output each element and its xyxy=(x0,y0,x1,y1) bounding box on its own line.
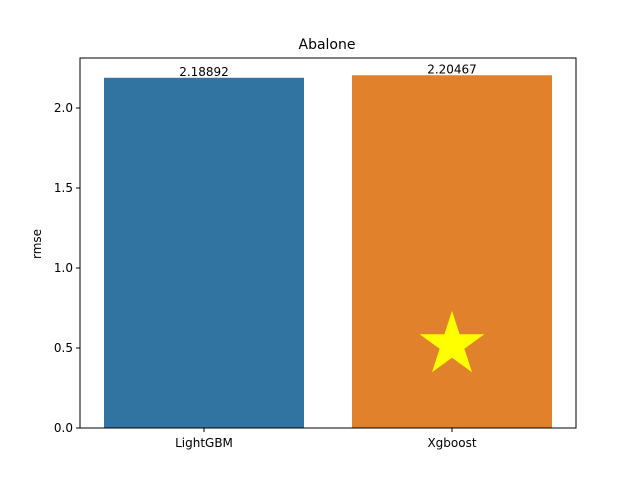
x-tick-label: LightGBM xyxy=(175,436,233,450)
bar-value-label: 2.18892 xyxy=(179,65,229,79)
y-tick-label: 2.0 xyxy=(54,101,73,115)
chart-title: Abalone xyxy=(299,37,356,53)
star-marker xyxy=(419,310,485,373)
ticks-layer: LightGBM Xgboost 0.0 0.5 1.0 1.5 2.0 xyxy=(54,101,477,450)
bar-xgboost xyxy=(351,75,553,428)
y-tick-label: 0.0 xyxy=(54,421,73,435)
bar-lightgbm xyxy=(103,77,305,428)
y-tick-label: 1.5 xyxy=(54,181,73,195)
bar-value-label: 2.20467 xyxy=(427,62,477,76)
y-tick-label: 0.5 xyxy=(54,341,73,355)
y-tick-label: 1.0 xyxy=(54,261,73,275)
y-axis-label: rmse xyxy=(30,229,44,259)
x-tick-label: Xgboost xyxy=(427,436,476,450)
plot-frame xyxy=(79,57,577,429)
bars-layer: 2.18892 2.20467 xyxy=(103,62,553,428)
